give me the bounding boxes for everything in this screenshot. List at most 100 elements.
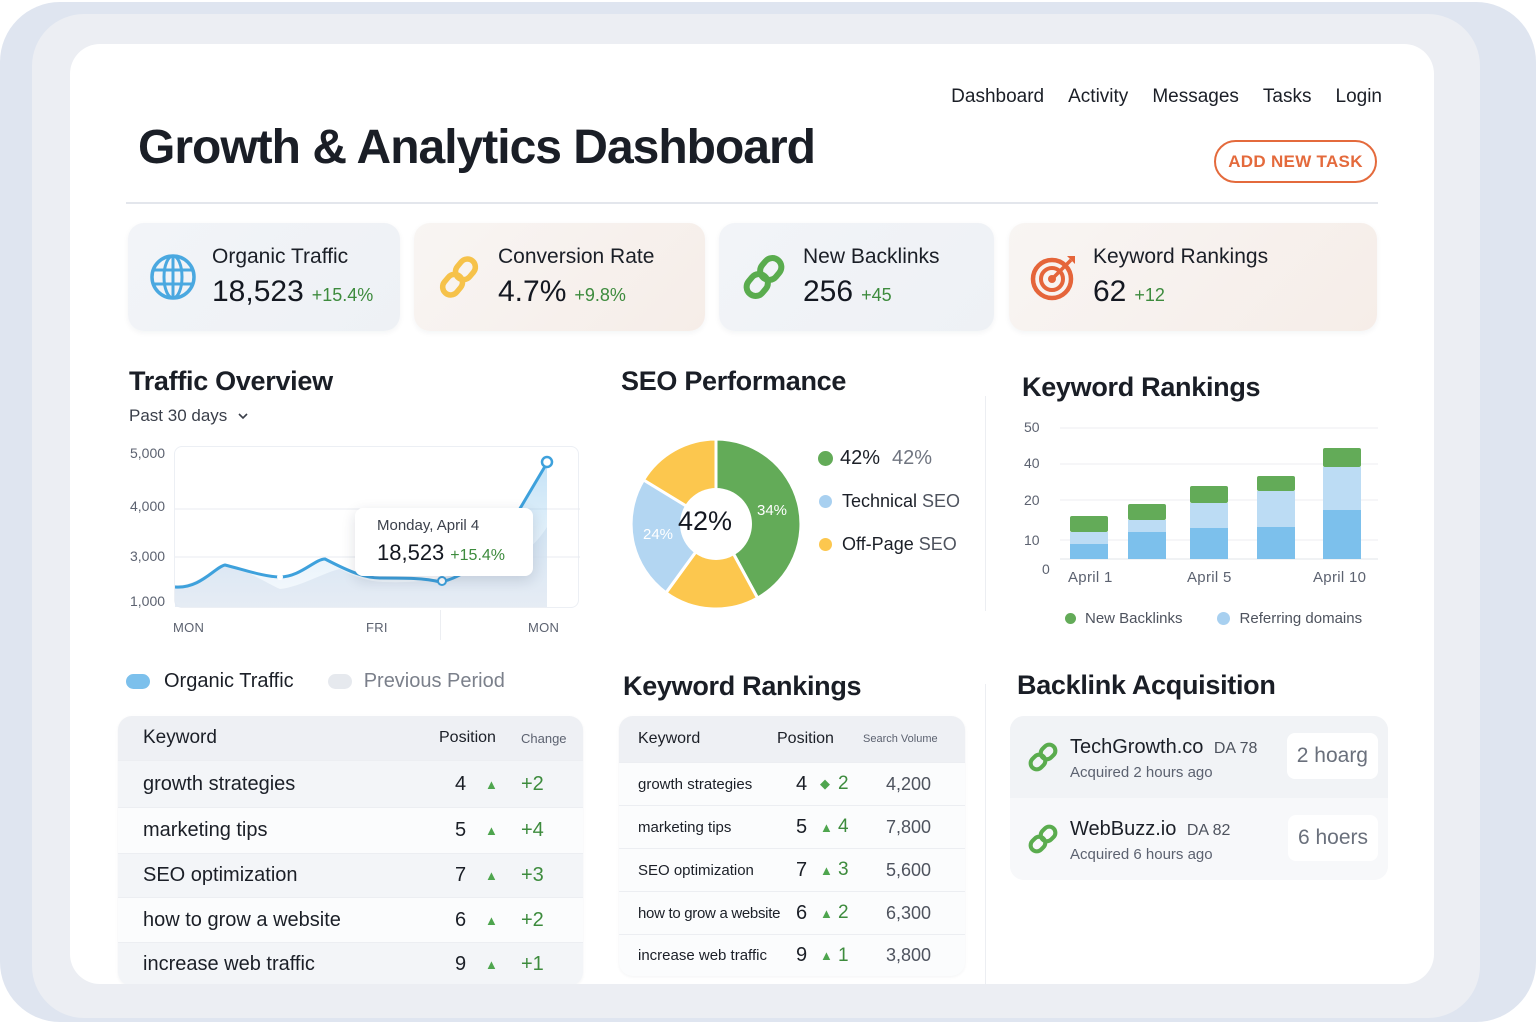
position-cell: 9 <box>796 944 808 966</box>
arrow-up-icon: ▲ <box>485 912 498 928</box>
traffic-legend: Organic Traffic Previous Period <box>126 670 505 693</box>
table-row[interactable]: increase web traffic 9 ▲ +1 <box>118 942 583 984</box>
add-new-task-button[interactable]: ADD NEW TASK <box>1214 140 1377 183</box>
nav-tasks[interactable]: Tasks <box>1262 86 1312 107</box>
rankings-legend: New Backlinks Referring domains <box>1065 610 1362 627</box>
nav-login[interactable]: Login <box>1335 86 1383 107</box>
change-cell: 4 <box>838 816 849 837</box>
traffic-chart[interactable] <box>174 446 580 608</box>
y-tick: 3,000 <box>130 548 166 564</box>
seo-legend: 42% 42% Technical SEO Off-Page SEO <box>818 446 960 556</box>
legend-new-backlinks[interactable]: New Backlinks <box>1085 610 1183 627</box>
nav-messages[interactable]: Messages <box>1152 86 1239 107</box>
keyword-cell: marketing tips <box>143 819 268 841</box>
arrow-up-icon: ▲ <box>485 823 498 838</box>
table-header: Keyword Position Change <box>118 716 583 760</box>
chart-tooltip: Monday, April 4 18,523 +15.4% <box>355 508 533 576</box>
target-icon <box>1030 256 1075 301</box>
position-cell: 6 <box>455 908 467 931</box>
table-row[interactable]: SEO optimization 7 ▲ +3 <box>118 853 583 897</box>
x-tick: April 10 <box>1313 569 1367 586</box>
change-cell: +2 <box>521 772 544 795</box>
position-cell: 7 <box>455 864 467 886</box>
kpi-card-new-backlinks[interactable]: New Backlinks 256 +45 <box>719 223 994 331</box>
seo-performance-title: SEO Performance <box>621 366 847 396</box>
table-row[interactable]: growth strategies 4 ▲ +2 <box>118 760 583 807</box>
nav-dashboard[interactable]: Dashboard <box>951 86 1045 107</box>
kpi-card-conversion-rate[interactable]: Conversion Rate 4.7% +9.8% <box>414 223 705 331</box>
kpi-delta: +15.4% <box>311 285 374 305</box>
table-row[interactable]: how to grow a website 6 ▲ 2 6,300 <box>619 891 965 934</box>
traffic-overview-title: Traffic Overview <box>129 366 333 396</box>
time-badge: 6 hoers <box>1287 815 1378 861</box>
chain-link-icon <box>743 255 785 299</box>
volume-cell: 3,800 <box>886 945 932 965</box>
legend-label: Off-Page <box>842 533 914 554</box>
table-row[interactable]: SEO optimization 7 ▲ 3 5,600 <box>619 848 965 891</box>
arrow-up-icon: ▲ <box>820 819 833 835</box>
table-row[interactable]: growth strategies 4 ◆ 2 4,200 <box>619 762 965 805</box>
position-cell: 4 <box>796 772 808 795</box>
date-range-dropdown[interactable]: Past 30 days <box>129 406 249 426</box>
keyword-cell: how to grow a website <box>638 904 781 922</box>
legend-previous-period[interactable]: Previous Period <box>363 670 505 692</box>
legend-dot-green <box>818 450 833 466</box>
arrow-up-icon: ▲ <box>485 957 498 972</box>
column-divider <box>985 684 986 984</box>
column-header-keyword[interactable]: Keyword <box>638 730 701 747</box>
legend-referring-domains[interactable]: Referring domains <box>1239 610 1363 627</box>
table-row[interactable]: marketing tips 5 ▲ 4 7,800 <box>619 805 965 848</box>
page-title: Growth & Analytics Dashboard <box>138 121 816 174</box>
change-cell: +1 <box>521 953 544 975</box>
acquired-time: Acquired 6 hours ago <box>1070 846 1213 863</box>
domain-authority: DA 78 <box>1213 740 1258 757</box>
kpi-card-organic-traffic[interactable]: Organic Traffic 18,523 +15.4% <box>128 223 400 331</box>
legend-dot-blue <box>1216 612 1230 625</box>
backlink-list: TechGrowth.co DA 78 Acquired 2 hours ago… <box>1010 716 1388 880</box>
position-cell: 5 <box>455 819 467 841</box>
kpi-label: Conversion Rate <box>498 245 655 268</box>
domain-authority: DA 82 <box>1186 822 1231 839</box>
column-header-change[interactable]: Change <box>521 730 567 746</box>
table-header: Keyword Position Search Volume <box>619 716 965 762</box>
column-header-position[interactable]: Position <box>439 729 496 746</box>
table-row[interactable]: how to grow a website 6 ▲ +2 <box>118 897 583 942</box>
backlink-domain[interactable]: WebBuzz.io <box>1070 818 1177 840</box>
legend-dot-green <box>1065 613 1076 624</box>
legend-dot-blue <box>819 494 832 508</box>
keyword-position-table: Keyword Position Change growth strategie… <box>118 716 583 984</box>
backlink-domain[interactable]: TechGrowth.co <box>1070 736 1204 758</box>
y-tick: 4,000 <box>130 498 166 514</box>
backlink-item[interactable]: WebBuzz.io DA 82 Acquired 6 hours ago 6 … <box>1010 798 1388 880</box>
seo-donut-chart[interactable] <box>626 434 806 614</box>
column-header-keyword[interactable]: Keyword <box>143 727 217 748</box>
kpi-delta: +12 <box>1134 285 1165 305</box>
y-tick: 0 <box>1042 561 1050 577</box>
keyword-rankings-bar-chart[interactable] <box>1060 424 1380 564</box>
globe-icon <box>150 254 196 300</box>
column-divider <box>985 396 986 611</box>
keyword-volume-table: Keyword Position Search Volume growth st… <box>619 716 965 976</box>
table-row[interactable]: marketing tips 5 ▲ +4 <box>118 807 583 853</box>
keyword-cell: how to grow a website <box>143 908 341 931</box>
position-cell: 9 <box>455 953 467 975</box>
y-tick: 20 <box>1024 492 1040 508</box>
donut-slice-label: 24% <box>643 526 674 543</box>
tooltip-value: 18,523 <box>377 540 445 565</box>
arrow-up-icon: ▲ <box>485 868 498 883</box>
volume-cell: 5,600 <box>886 859 932 880</box>
table-row[interactable]: increase web traffic 9 ▲ 1 3,800 <box>619 934 965 976</box>
column-header-position[interactable]: Position <box>777 730 834 747</box>
change-cell: 2 <box>838 902 849 923</box>
kpi-label: Keyword Rankings <box>1093 245 1269 268</box>
keyword-cell: SEO optimization <box>638 861 754 879</box>
chain-link-icon <box>1028 824 1058 854</box>
backlink-item[interactable]: TechGrowth.co DA 78 Acquired 2 hours ago… <box>1010 716 1388 798</box>
kpi-card-keyword-rankings[interactable]: Keyword Rankings 62 +12 <box>1009 223 1377 331</box>
arrow-up-icon: ◆ <box>820 776 830 791</box>
volume-cell: 6,300 <box>886 902 932 923</box>
column-header-search-volume[interactable]: Search Volume <box>863 733 938 745</box>
legend-organic-traffic[interactable]: Organic Traffic <box>164 670 294 692</box>
keyword-rankings-table-title: Keyword Rankings <box>623 671 862 701</box>
nav-activity[interactable]: Activity <box>1068 86 1129 107</box>
